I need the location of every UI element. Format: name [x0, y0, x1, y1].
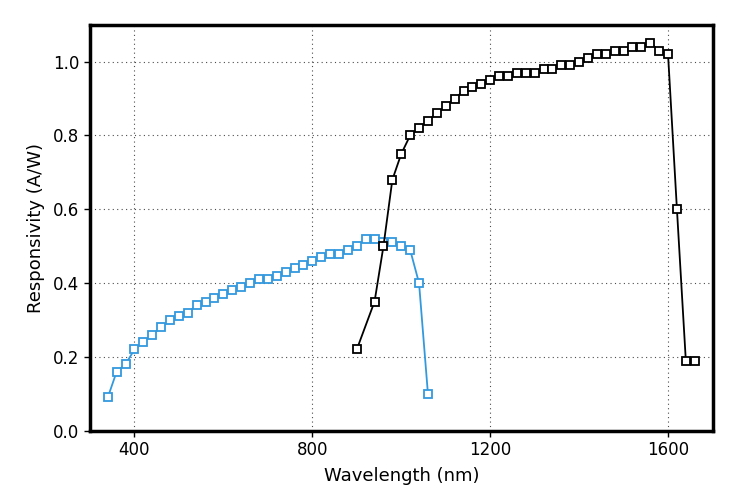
Y-axis label: Responsivity (A/W): Responsivity (A/W)	[27, 143, 45, 313]
X-axis label: Wavelength (nm): Wavelength (nm)	[323, 467, 479, 486]
